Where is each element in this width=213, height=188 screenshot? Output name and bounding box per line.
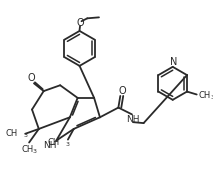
Text: NH: NH	[126, 115, 140, 124]
Text: 3: 3	[210, 95, 213, 100]
Text: CH: CH	[198, 91, 211, 100]
Text: NH: NH	[43, 141, 56, 150]
Text: CH: CH	[21, 145, 33, 154]
Text: O: O	[118, 86, 126, 96]
Text: O: O	[27, 73, 35, 83]
Text: CH: CH	[5, 129, 17, 138]
Text: 3: 3	[33, 149, 37, 154]
Text: O: O	[77, 18, 84, 28]
Text: 3: 3	[23, 133, 27, 138]
Text: 3: 3	[66, 142, 70, 147]
Text: N: N	[170, 57, 177, 67]
Text: CH: CH	[48, 138, 60, 147]
